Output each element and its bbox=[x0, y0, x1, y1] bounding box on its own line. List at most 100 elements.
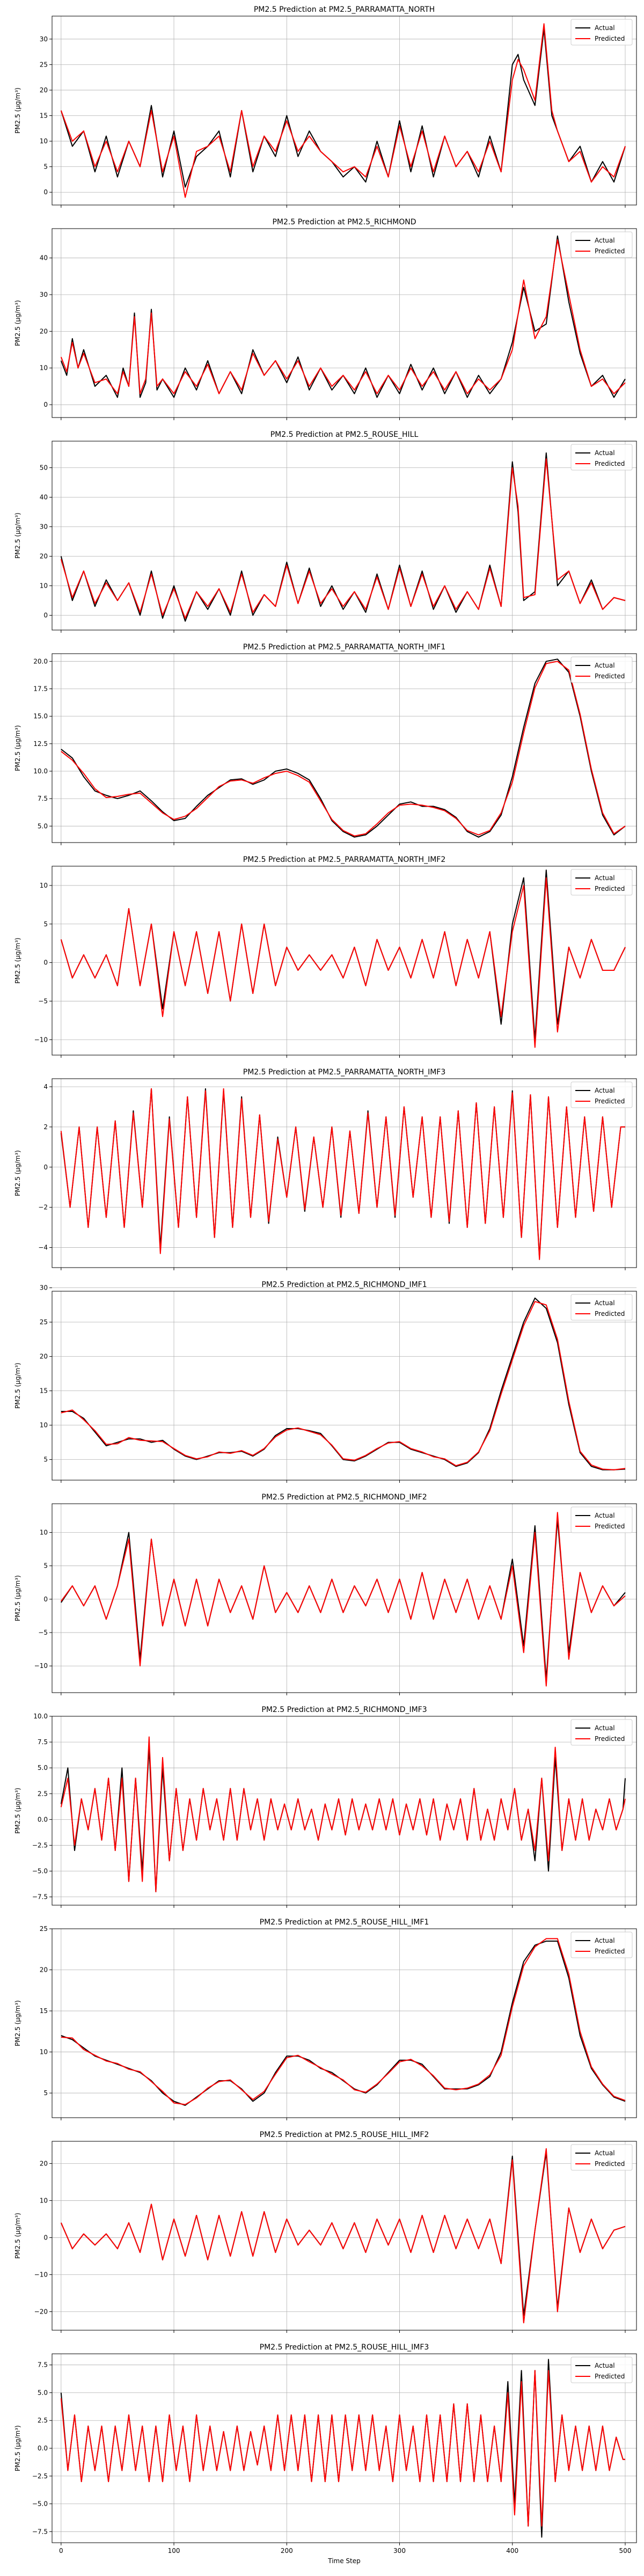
legend: Actual Predicted bbox=[570, 1294, 633, 1321]
y-tick-label: −20 bbox=[34, 2308, 48, 2315]
y-axis-label: PM2.5 (µg/m³) bbox=[14, 513, 21, 559]
legend-label: Predicted bbox=[595, 2160, 625, 2168]
y-tick-label: 5 bbox=[43, 920, 48, 928]
x-axis-label: Time Step bbox=[327, 2557, 361, 2565]
y-tick-label: 5.0 bbox=[38, 1764, 48, 1772]
y-tick-label: 0 bbox=[43, 2234, 48, 2241]
y-tick-label: 30 bbox=[40, 35, 48, 43]
actual-series-line bbox=[61, 1297, 626, 1470]
axes-frame bbox=[52, 1928, 637, 2118]
y-axis-label: PM2.5 (µg/m³) bbox=[14, 2425, 21, 2471]
y-tick-label: 4 bbox=[43, 1083, 48, 1091]
y-tick-label: −2.5 bbox=[32, 1841, 48, 1849]
y-tick-label: 20 bbox=[40, 327, 48, 335]
axes-frame bbox=[52, 653, 637, 843]
y-tick-label: 10 bbox=[40, 1528, 48, 1536]
y-tick-label: 0 bbox=[43, 188, 48, 196]
predicted-series-line bbox=[61, 661, 626, 837]
legend-label: Actual bbox=[595, 1299, 615, 1307]
axes-frame bbox=[52, 441, 637, 631]
chart-title: PM2.5 Prediction at PM2.5_ROUSE_HILL_IMF… bbox=[260, 1918, 429, 1927]
y-tick-label: 0 bbox=[43, 401, 48, 408]
y-axis-label: PM2.5 (µg/m³) bbox=[14, 1575, 21, 1621]
legend-label: Actual bbox=[595, 2362, 615, 2369]
y-tick-label: 30 bbox=[40, 523, 48, 531]
legend-label: Actual bbox=[595, 2149, 615, 2157]
predicted-series-line bbox=[61, 1301, 626, 1470]
y-tick-label: −10 bbox=[34, 1036, 48, 1043]
axes-frame bbox=[52, 16, 637, 206]
legend-label: Actual bbox=[595, 24, 615, 32]
chart-title: PM2.5 Prediction at PM2.5_RICHMOND bbox=[272, 218, 416, 226]
y-tick-label: 15 bbox=[40, 112, 48, 120]
chart-title: PM2.5 Prediction at PM2.5_PARRAMATTA_NOR… bbox=[254, 5, 435, 14]
y-tick-label: 5 bbox=[43, 1562, 48, 1570]
legend-label: Predicted bbox=[595, 247, 625, 255]
predicted-series-line bbox=[60, 2148, 626, 2324]
legend: Actual Predicted bbox=[570, 231, 633, 258]
legend-label: Predicted bbox=[595, 35, 625, 42]
legend: Actual Predicted bbox=[570, 2357, 633, 2383]
y-tick-label: 5 bbox=[43, 2089, 48, 2097]
legend-label: Predicted bbox=[595, 1097, 625, 1105]
y-tick-label: −2 bbox=[38, 1204, 48, 1211]
legend: Actual Predicted bbox=[570, 444, 633, 471]
legend-label: Predicted bbox=[595, 1735, 625, 1743]
chart-title: PM2.5 Prediction at PM2.5_ROUSE_HILL_IMF… bbox=[260, 2131, 429, 2139]
chart-panel: 5.0 7.5 10.0 12.5 15.0 17.5 20.0 PM2.5 Predicti… bbox=[14, 643, 637, 845]
legend-label: Actual bbox=[595, 662, 615, 669]
y-tick-label: 20 bbox=[40, 553, 48, 560]
y-tick-label: 40 bbox=[40, 254, 48, 262]
y-tick-label: 25 bbox=[40, 61, 48, 68]
chart-panel: 5 10 15 20 25 PM2.5 Prediction at PM2.5_ROUSE… bbox=[14, 1918, 637, 2120]
axes-frame bbox=[52, 1291, 637, 1481]
chart-panel: −10 −5 0 5 10 PM2.5 Prediction at PM2.5_PARRA… bbox=[14, 855, 637, 1058]
y-tick-label: −10 bbox=[34, 1662, 48, 1670]
y-tick-label: 0.0 bbox=[38, 2445, 48, 2452]
y-tick-label: −7.5 bbox=[32, 1893, 48, 1901]
y-tick-label: −7.5 bbox=[32, 2528, 48, 2535]
y-axis-label: PM2.5 (µg/m³) bbox=[14, 938, 21, 984]
y-tick-label: 2 bbox=[43, 1123, 48, 1131]
y-tick-label: 0 bbox=[43, 959, 48, 967]
x-tick-label: 500 bbox=[619, 2547, 632, 2555]
legend-label: Actual bbox=[595, 1724, 615, 1732]
x-tick-label: 300 bbox=[393, 2547, 406, 2555]
predicted-series-line bbox=[60, 458, 626, 619]
y-tick-label: 10 bbox=[40, 2197, 48, 2204]
axes-frame bbox=[52, 2141, 637, 2331]
legend: Actual Predicted bbox=[570, 1931, 633, 1958]
legend-label: Predicted bbox=[595, 885, 625, 892]
y-axis-label: PM2.5 (µg/m³) bbox=[14, 1363, 21, 1409]
actual-series-line bbox=[60, 2151, 626, 2316]
y-tick-label: 20 bbox=[40, 86, 48, 94]
predicted-series-line bbox=[60, 1512, 626, 1687]
legend: Actual Predicted bbox=[570, 1719, 633, 1746]
y-tick-label: −2.5 bbox=[32, 2472, 48, 2480]
y-tick-label: 15 bbox=[40, 1387, 48, 1395]
y-tick-label: 20 bbox=[40, 1353, 48, 1360]
legend-label: Predicted bbox=[595, 1948, 625, 1955]
chart-title: PM2.5 Prediction at PM2.5_RICHMOND_IMF1 bbox=[261, 1280, 427, 1289]
legend-label: Actual bbox=[595, 1087, 615, 1094]
axes-frame bbox=[52, 1503, 637, 1693]
legend: Actual Predicted bbox=[570, 19, 633, 46]
axes-frame bbox=[52, 1716, 637, 1906]
chart-title: PM2.5 Prediction at PM2.5_RICHMOND_IMF3 bbox=[261, 1706, 427, 1714]
y-tick-label: 10 bbox=[40, 137, 48, 145]
predicted-series-line bbox=[60, 1088, 625, 1260]
predicted-series-line bbox=[60, 1736, 626, 1892]
legend-label: Actual bbox=[595, 1512, 615, 1519]
y-tick-label: 10.0 bbox=[33, 1713, 48, 1720]
legend-label: Predicted bbox=[595, 672, 625, 680]
legend-label: Predicted bbox=[595, 1310, 625, 1318]
x-tick-label: 200 bbox=[281, 2547, 293, 2555]
x-tick-label: 100 bbox=[168, 2547, 180, 2555]
y-tick-label: 30 bbox=[40, 291, 48, 298]
y-tick-label: 10 bbox=[40, 1422, 48, 1429]
y-tick-label: 20.0 bbox=[33, 657, 48, 665]
y-tick-label: 0.0 bbox=[38, 1816, 48, 1823]
y-tick-label: 15.0 bbox=[33, 713, 48, 720]
y-tick-label: 5.0 bbox=[38, 822, 48, 830]
